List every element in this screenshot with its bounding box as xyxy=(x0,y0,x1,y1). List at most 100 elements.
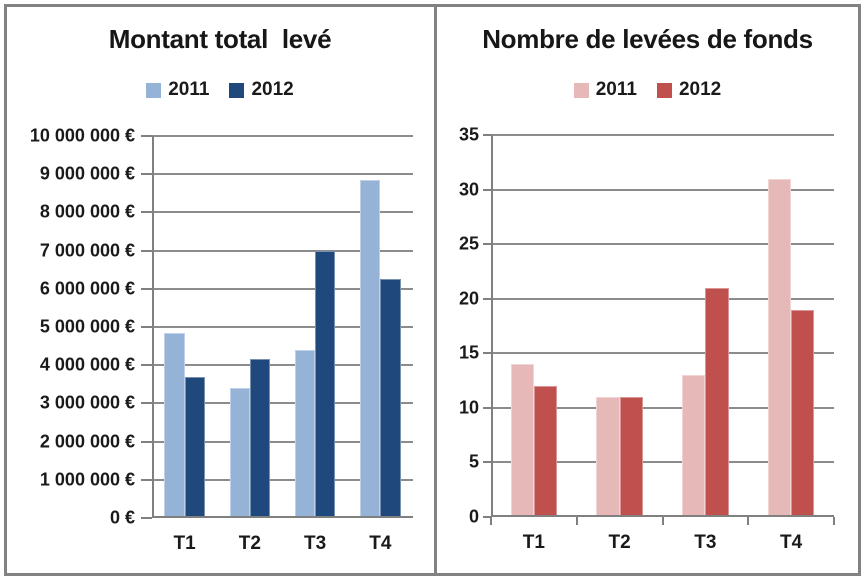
bar-group-T4 xyxy=(748,135,834,517)
legend-item-2012: 2012 xyxy=(656,79,722,100)
bar-2012-T4 xyxy=(380,279,401,518)
y-axis-label: 10 000 000 € xyxy=(29,125,135,146)
y-axis-label: 1 000 000 € xyxy=(39,469,135,490)
bar-2011-T3 xyxy=(682,375,706,517)
x-axis-label-T4: T4 xyxy=(780,532,803,553)
gridline xyxy=(152,249,413,252)
bar-2012-T3 xyxy=(705,287,729,517)
gridline xyxy=(491,134,834,136)
y-axis-tick xyxy=(141,211,152,214)
x-axis-label-T4: T4 xyxy=(369,533,392,554)
y-axis-tick xyxy=(141,249,152,252)
x-axis-tick xyxy=(661,517,664,525)
bar-group-T2 xyxy=(577,135,663,517)
gridline xyxy=(152,135,413,137)
y-axis-label: 20 xyxy=(458,288,479,309)
gridline xyxy=(152,287,413,290)
bar-group-T3 xyxy=(663,135,749,517)
y-axis-label: 0 xyxy=(468,506,479,527)
gridline xyxy=(491,297,834,300)
bar-group-T3 xyxy=(283,136,348,518)
bar-group-T2 xyxy=(217,136,282,518)
x-axis-tick xyxy=(747,517,750,525)
y-axis-tick xyxy=(141,287,152,290)
panel-divider xyxy=(434,4,437,576)
y-axis-label: 3 000 000 € xyxy=(39,392,135,413)
bar-2011-T3 xyxy=(294,349,316,518)
y-axis-label: 6 000 000 € xyxy=(39,278,135,299)
y-axis-label: 0 € xyxy=(109,507,135,528)
legend-item-2011: 2011 xyxy=(146,80,209,100)
bar-2011-T4 xyxy=(767,178,792,517)
y-axis-label: 35 xyxy=(458,124,479,145)
x-axis-label-T1: T1 xyxy=(173,533,196,554)
bar-2012-T2 xyxy=(619,396,643,517)
chart-legend: 2011 2012 xyxy=(437,80,858,100)
chart-title: Montant total levé xyxy=(108,24,332,54)
legend-label: 2012 xyxy=(678,79,722,100)
x-axis-tick xyxy=(833,517,835,525)
y-axis-label: 9 000 000 € xyxy=(39,163,135,184)
gridline xyxy=(491,406,834,409)
y-axis-label: 5 000 000 € xyxy=(39,316,135,337)
x-axis-line xyxy=(152,516,413,518)
gridline xyxy=(152,211,413,214)
y-axis-tick xyxy=(141,402,152,405)
bar-group-T1 xyxy=(491,135,577,517)
chart-title: Nombre de levées de fonds xyxy=(482,24,813,54)
x-axis-label-T2: T2 xyxy=(608,532,631,553)
plot-area-nombre-levees: 0 5 10 15 20 25 30 35 T1 T2 T3 T4 xyxy=(459,125,835,553)
y-axis-tick xyxy=(141,135,152,137)
chart-panel-montant-total: Montant total levé 2011 2012 xyxy=(7,0,433,580)
x-axis-label-T1: T1 xyxy=(522,532,545,553)
y-axis-tick xyxy=(483,188,491,191)
bar-2011-T1 xyxy=(510,364,534,517)
x-axis-tick xyxy=(490,517,492,525)
y-axis-tick xyxy=(141,517,152,519)
gridline xyxy=(152,440,413,443)
gridline xyxy=(491,243,834,246)
legend-swatch-2011 xyxy=(573,82,589,98)
y-axis-label: 30 xyxy=(458,179,479,200)
y-axis-tick xyxy=(483,243,491,246)
bar-2012-T2 xyxy=(249,359,271,518)
legend-item-2012: 2012 xyxy=(229,79,294,100)
y-axis-tick xyxy=(141,440,152,443)
bar-2012-T1 xyxy=(184,376,205,518)
x-axis-tick xyxy=(575,517,578,525)
bar-2011-T2 xyxy=(596,396,620,517)
x-axis-label-T3: T3 xyxy=(694,532,717,553)
y-axis-label: 25 xyxy=(458,233,479,254)
y-axis-label: 8 000 000 € xyxy=(39,201,135,222)
legend-label: 2011 xyxy=(168,79,210,100)
gridline xyxy=(491,352,834,355)
y-axis-line xyxy=(491,135,493,517)
gridline xyxy=(152,402,413,405)
gridline xyxy=(152,326,413,328)
x-axis-label-T2: T2 xyxy=(238,533,261,554)
y-axis-label: 7 000 000 € xyxy=(39,240,135,261)
gridline xyxy=(491,188,834,191)
y-axis-label: 5 xyxy=(468,451,479,472)
y-axis-tick xyxy=(141,326,152,328)
y-axis-tick xyxy=(141,364,152,367)
legend-swatch-2012 xyxy=(656,82,672,98)
y-axis-line xyxy=(152,136,154,518)
x-axis-label-T3: T3 xyxy=(304,533,327,554)
gridline xyxy=(152,478,413,481)
legend-label: 2012 xyxy=(251,79,294,100)
bar-2012-T3 xyxy=(315,250,336,518)
y-axis-label: 10 xyxy=(458,397,479,418)
y-axis-label: 2 000 000 € xyxy=(39,431,135,452)
legend-swatch-2012 xyxy=(229,82,245,98)
bar-2011-T2 xyxy=(229,388,250,518)
y-axis-tick xyxy=(483,461,491,464)
y-axis-label: 15 xyxy=(458,342,479,363)
gridline xyxy=(491,461,834,464)
legend-label: 2011 xyxy=(595,79,637,100)
y-axis-tick xyxy=(483,406,491,409)
y-axis-label: 4 000 000 € xyxy=(39,354,135,375)
gridline xyxy=(152,364,413,367)
bar-group-T1 xyxy=(152,136,217,518)
